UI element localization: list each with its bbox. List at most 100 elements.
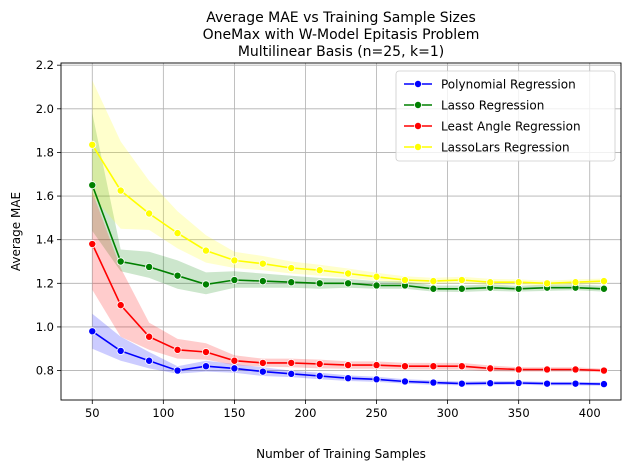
least-angle-regression-point [116, 301, 125, 310]
lassolars-regression-point [543, 279, 552, 288]
y-tick-label: 2.2 [36, 58, 54, 72]
lasso-regression-band [92, 113, 604, 295]
lasso-regression-point [372, 281, 381, 290]
lassolars-regression-point [571, 278, 580, 287]
least-angle-regression-point [486, 364, 495, 373]
y-tick-label: 0.8 [36, 364, 54, 378]
polynomial-regression-point [287, 369, 296, 378]
x-tick-label: 300 [437, 406, 459, 420]
polynomial-regression-point [372, 375, 381, 384]
lasso-regression-point [429, 284, 438, 293]
polynomial-regression-point [429, 378, 438, 387]
legend-marker [413, 122, 422, 131]
lassolars-regression-point [201, 246, 210, 255]
lassolars-regression-point [173, 229, 182, 238]
polynomial-regression-point [145, 356, 154, 365]
x-tick-label: 100 [152, 406, 174, 420]
legend-marker [413, 80, 422, 89]
lassolars-regression-point [145, 209, 154, 218]
legend-label: Polynomial Regression [441, 78, 576, 92]
lasso-regression-point [173, 271, 182, 280]
x-tick-label: 150 [223, 406, 245, 420]
least-angle-regression-point [372, 361, 381, 370]
least-angle-regression-point [344, 361, 353, 370]
lasso-regression-point [599, 284, 608, 293]
lassolars-regression-point [429, 277, 438, 286]
lasso-regression-point [230, 276, 239, 285]
polynomial-regression-point [173, 366, 182, 375]
polynomial-regression-point [116, 346, 125, 355]
lasso-regression-point [315, 279, 324, 288]
least-angle-regression-point [543, 365, 552, 374]
y-tick-label: 1.4 [36, 233, 54, 247]
lassolars-regression-point [457, 276, 466, 285]
least-angle-regression-point [571, 365, 580, 374]
polynomial-regression-point [400, 377, 409, 386]
lasso-regression-point [287, 278, 296, 287]
x-tick-label: 250 [366, 406, 388, 420]
legend-marker [413, 142, 422, 151]
least-angle-regression-point [230, 356, 239, 365]
lassolars-regression-point [230, 256, 239, 265]
lasso-regression-point [258, 277, 267, 286]
lasso-regression-point [344, 279, 353, 288]
least-angle-regression-point [429, 362, 438, 371]
x-axis-label: Number of Training Samples [256, 447, 426, 461]
lasso-regression-point [88, 181, 97, 190]
y-tick-label: 1.0 [36, 320, 54, 334]
chart-title-line-1: Average MAE vs Training Sample Sizes [206, 10, 476, 26]
lasso-regression-point [145, 262, 154, 271]
lassolars-regression-point [486, 278, 495, 287]
lassolars-regression-point [88, 140, 97, 149]
polynomial-regression-point [88, 327, 97, 336]
lasso-regression-point [457, 284, 466, 293]
lassolars-regression-point [344, 269, 353, 278]
legend-entry: LassoLars Regression [404, 141, 570, 155]
y-tick-label: 1.6 [36, 189, 54, 203]
chart-title: Average MAE vs Training Sample Sizes One… [203, 10, 480, 60]
y-axis-label: Average MAE [9, 192, 23, 271]
polynomial-regression-point [201, 362, 210, 371]
lassolars-regression-point [372, 272, 381, 281]
lassolars-regression-point [315, 266, 324, 275]
lassolars-regression-point [258, 259, 267, 268]
legend-label: Lasso Regression [441, 99, 544, 113]
legend-label: LassoLars Regression [441, 141, 570, 155]
least-angle-regression-point [258, 358, 267, 367]
y-tick-label: 2.0 [36, 102, 54, 116]
least-angle-regression-point [145, 332, 154, 341]
y-tick-label: 1.2 [36, 276, 54, 290]
lassolars-regression-point [287, 264, 296, 273]
legend-marker [413, 101, 422, 110]
polynomial-regression-point [315, 372, 324, 381]
legend-label: Least Angle Regression [441, 120, 581, 134]
x-tick-label: 200 [294, 406, 316, 420]
polynomial-regression-point [457, 379, 466, 388]
x-tick-label: 350 [508, 406, 530, 420]
plot-frame [60, 62, 622, 401]
polynomial-regression-point [258, 367, 267, 376]
series-markers [88, 140, 608, 389]
least-angle-regression-point [514, 365, 523, 374]
least-angle-regression-point [173, 345, 182, 354]
least-angle-regression-point [287, 358, 296, 367]
x-axis-ticks: 50 100 150 200 250 300 350 400 [85, 400, 601, 420]
least-angle-regression-point [599, 366, 608, 375]
polynomial-regression-point [543, 379, 552, 388]
x-tick-label: 50 [85, 406, 100, 420]
least-angle-regression-point [457, 362, 466, 371]
lasso-regression-point [201, 280, 210, 289]
legend: Polynomial Regression Lasso Regression Lea… [395, 70, 616, 162]
lassolars-regression-point [116, 186, 125, 195]
y-axis-ticks: 0.8 1.0 1.2 1.4 1.6 1.8 2.0 2.2 [36, 58, 61, 378]
legend-box [395, 70, 616, 162]
legend-entry: Polynomial Regression [404, 78, 576, 92]
legend-entry: Least Angle Regression [404, 120, 581, 134]
y-tick-label: 1.8 [36, 145, 54, 159]
lasso-regression-point [116, 257, 125, 266]
least-angle-regression-point [88, 240, 97, 249]
least-angle-regression-point [315, 360, 324, 369]
lassolars-regression-point [400, 276, 409, 285]
polynomial-regression-point [571, 379, 580, 388]
